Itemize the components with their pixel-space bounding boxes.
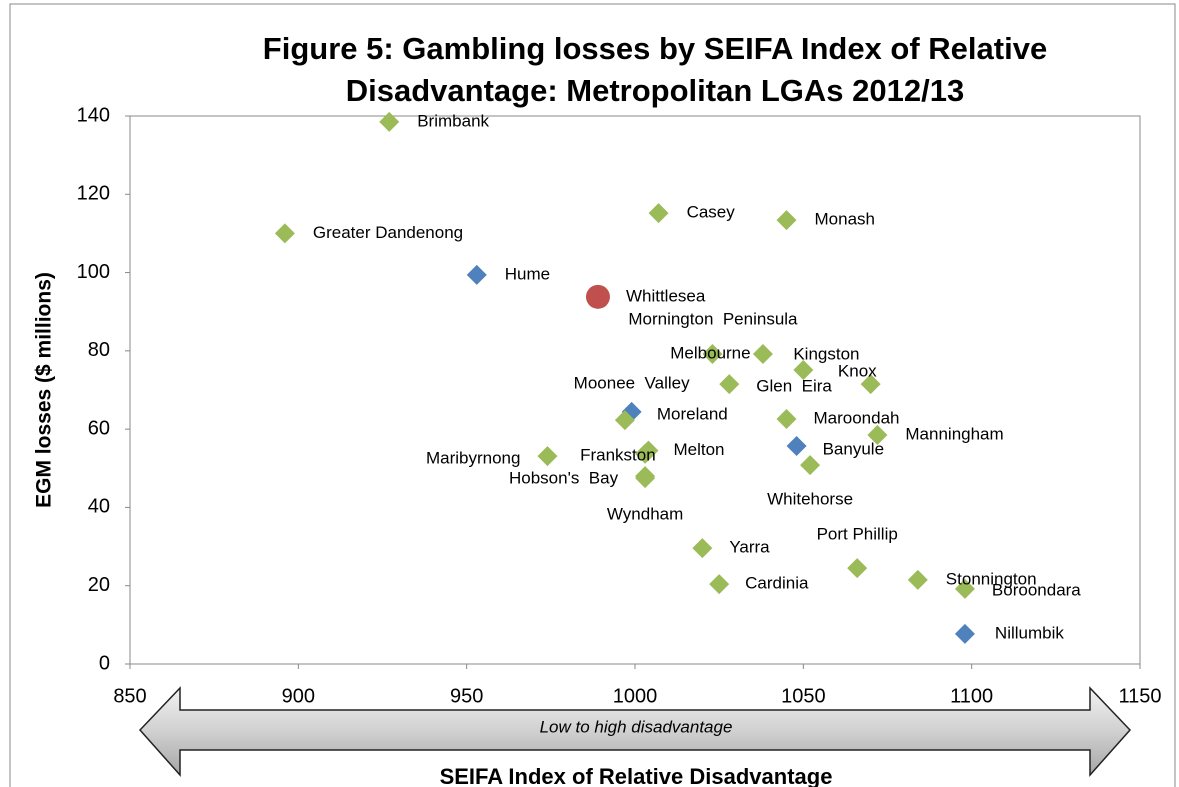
- point: [635, 468, 656, 489]
- data-label: Boroondara: [992, 580, 1081, 599]
- data-label: Yarra: [729, 538, 770, 557]
- chart-border: [9, 3, 1176, 787]
- point: [379, 111, 400, 132]
- x-tick-label: 850: [113, 685, 146, 707]
- data-label: Port Phillip: [817, 525, 898, 544]
- data-label: Frankston: [580, 445, 656, 464]
- data-label: Wyndham: [607, 505, 683, 524]
- point: [752, 343, 773, 364]
- point: [537, 446, 558, 467]
- data-label: Stonnington: [946, 569, 1037, 588]
- data-label: Nillumbik: [995, 623, 1064, 642]
- data-label: Glen Eira: [756, 377, 832, 396]
- x-tick-label: 950: [450, 685, 483, 707]
- x-axis-title: SEIFA Index of Relative Disadvantage: [440, 764, 833, 787]
- x-tick-label: 1000: [613, 685, 658, 707]
- data-label: Whitehorse: [767, 490, 853, 509]
- y-tick-label: 20: [88, 574, 110, 596]
- point: [954, 578, 975, 599]
- data-label: Moonee Valley: [574, 373, 690, 392]
- data-label: Manningham: [905, 424, 1003, 443]
- point: [793, 360, 814, 381]
- data-label: Maroondah: [814, 408, 900, 427]
- point: [638, 440, 659, 461]
- data-label: Hobson's Bay: [509, 469, 619, 488]
- y-tick-label: 80: [88, 339, 110, 361]
- data-label: Whittlesea: [626, 286, 706, 305]
- data-label: Melton: [673, 440, 724, 459]
- chart-title: Figure 5: Gambling losses by SEIFA Index…: [262, 31, 1048, 108]
- point: [860, 374, 881, 395]
- data-label: Banyule: [823, 439, 884, 458]
- point: [786, 435, 807, 456]
- arrow: [138, 686, 1132, 777]
- y-tick-label: 60: [88, 417, 110, 439]
- point: [867, 425, 888, 446]
- x-tick-label: 1050: [781, 685, 826, 707]
- x-tick-label: 900: [282, 685, 315, 707]
- point: [719, 374, 740, 395]
- point: [466, 264, 487, 285]
- data-label: Cardinia: [745, 574, 809, 593]
- data-label: Greater Dandenong: [313, 223, 463, 242]
- x-tick-label: 1100: [950, 685, 993, 707]
- x-tick-label: 1150: [1118, 685, 1161, 707]
- annotation: Low to high disadvantage: [540, 717, 733, 736]
- data-label: Knox: [838, 362, 877, 381]
- point: [776, 408, 797, 429]
- y-tick-label: 140: [77, 104, 110, 126]
- y-tick-label: 40: [88, 496, 110, 518]
- point: [614, 410, 635, 431]
- point: [692, 538, 713, 559]
- data-label: Kingston: [793, 345, 859, 364]
- data-label: Hume: [505, 264, 550, 283]
- y-axis-title: EGM losses ($ millions): [33, 272, 56, 508]
- y-tick-label: 100: [77, 261, 110, 283]
- point: [954, 623, 975, 644]
- y-tick-label: 120: [77, 183, 110, 205]
- data-label: Moreland: [657, 405, 728, 424]
- point: [648, 203, 669, 224]
- data-label: Mornington Peninsula: [628, 309, 798, 328]
- data-label: Monash: [815, 210, 875, 229]
- point: [776, 210, 797, 231]
- data-label: Maribyrnong: [426, 449, 521, 468]
- point: [847, 558, 868, 579]
- data-label: Casey: [687, 203, 736, 222]
- y-tick-label: 0: [99, 652, 110, 674]
- data-label: Melbourne: [670, 343, 750, 362]
- point: [907, 569, 928, 590]
- point: [585, 284, 610, 309]
- point: [709, 574, 730, 595]
- point: [274, 223, 295, 244]
- data-label: Brimbank: [417, 111, 489, 130]
- point: [800, 455, 821, 476]
- point: [702, 343, 723, 364]
